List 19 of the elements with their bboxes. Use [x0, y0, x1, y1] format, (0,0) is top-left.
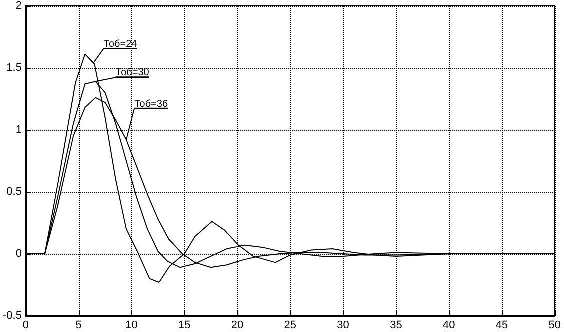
x-tick-label: 40 [442, 320, 456, 332]
y-tick-label: 1.5 [6, 62, 22, 74]
x-tick-label: 5 [76, 320, 82, 332]
x-tick-label: 15 [178, 320, 191, 332]
y-tick-label: 1 [16, 124, 22, 136]
x-tick-label: 20 [231, 320, 244, 332]
x-tick-label: 45 [496, 320, 508, 332]
y-tick-label: 0 [16, 248, 22, 260]
x-tick-label: 10 [126, 320, 138, 332]
x-tick-label: 35 [390, 320, 402, 332]
x-tick-label: 25 [284, 320, 297, 332]
annotation: Тоб=24 [104, 39, 138, 50]
y-tick-label: 2 [16, 0, 22, 12]
y-tick-label: -0.5 [2, 310, 22, 322]
x-tick-label: 50 [548, 320, 562, 332]
x-tick-label: 30 [337, 320, 350, 332]
annotation: Тоб=36 [134, 98, 168, 110]
y-tick-label: 0.5 [6, 186, 22, 198]
annotation: Тоб=30 [116, 68, 150, 79]
